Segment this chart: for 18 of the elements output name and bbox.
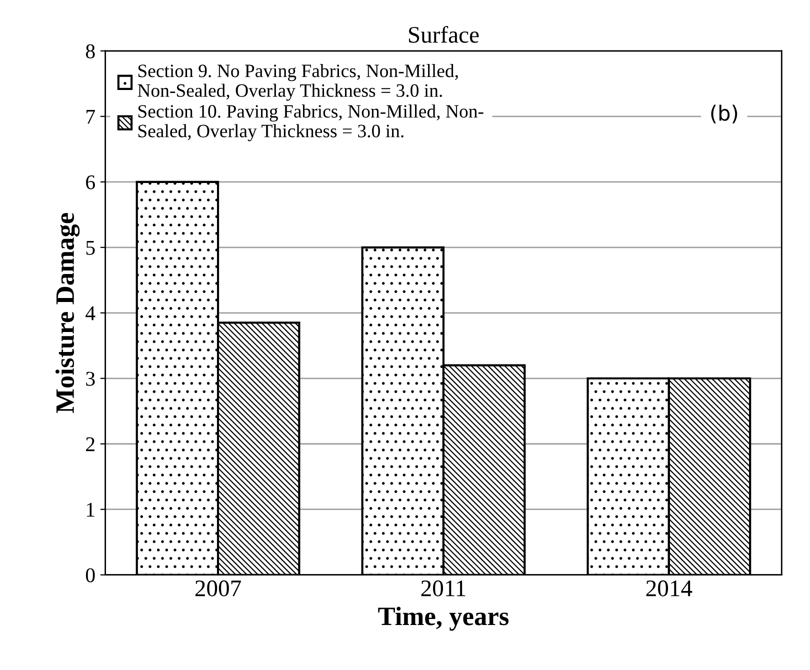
x-tick-label: 2007 bbox=[195, 580, 241, 596]
y-tick-label: 3 bbox=[86, 372, 95, 386]
legend-label: Section 9. No Paving Fabrics, Non-Milled, Non-Sealed, Overlay Thickness = 3.0 in. bbox=[138, 64, 458, 101]
legend-label: Section 10. Paving Fabrics, Non-Milled, Non- Sealed, Overlay Thickness = 3.0 in. bbox=[138, 104, 484, 142]
y-axis-title: Moisture Damage bbox=[55, 213, 80, 413]
chart-title: Surface bbox=[409, 26, 479, 43]
y-tick-label: 5 bbox=[86, 240, 95, 255]
y-tick-label: 6 bbox=[86, 175, 95, 190]
x-tick-label: 2011 bbox=[421, 580, 466, 596]
x-tick-label: 2014 bbox=[646, 580, 692, 596]
y-tick-label: 1 bbox=[86, 502, 94, 517]
y-tick-label: 7 bbox=[86, 110, 95, 124]
y-tick-label: 0 bbox=[86, 568, 95, 582]
y-tick-label: 2 bbox=[86, 437, 94, 452]
y-tick-label: 4 bbox=[86, 306, 96, 320]
annotation: (b) bbox=[711, 104, 738, 124]
y-tick-label: 8 bbox=[86, 44, 95, 58]
x-axis-title: Time, years bbox=[378, 606, 509, 631]
